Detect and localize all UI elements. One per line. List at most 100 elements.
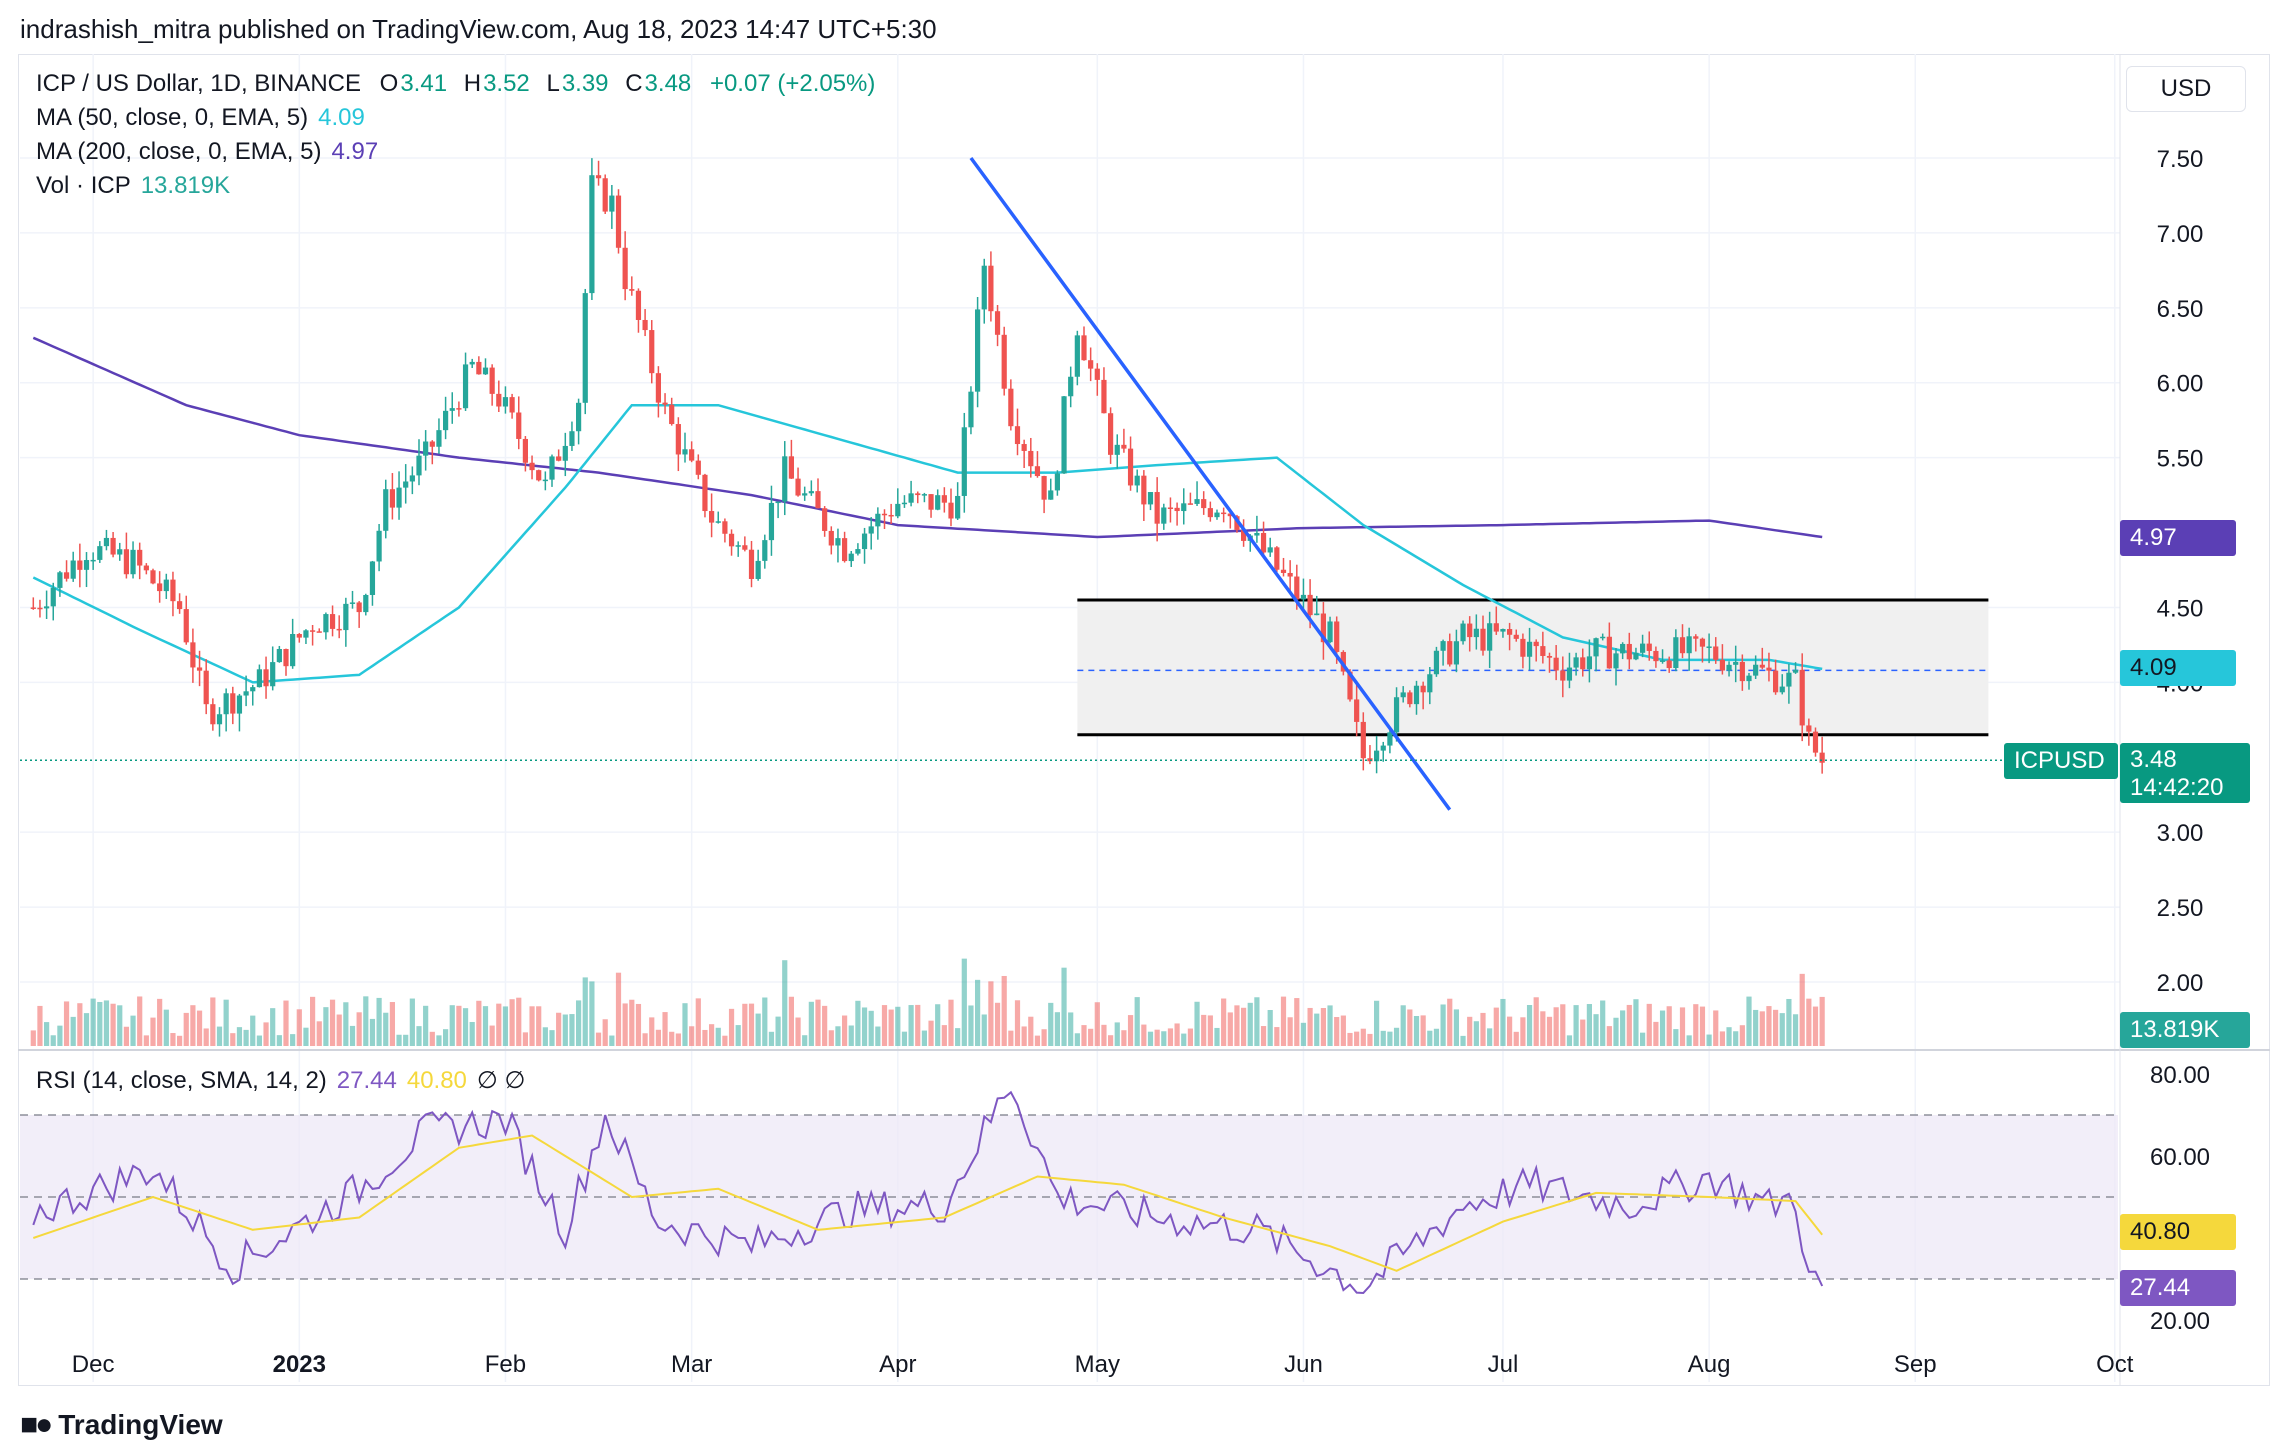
- volume-bar: [908, 1005, 914, 1046]
- volume-legend[interactable]: Vol · ICP 13.819K: [36, 172, 232, 200]
- candle-body: [1620, 643, 1626, 654]
- volume-bar: [622, 1003, 628, 1046]
- volume-value: 13.819K: [140, 172, 231, 199]
- rsi-value: 27.44: [336, 1067, 397, 1094]
- volume-bar: [1254, 997, 1260, 1046]
- volume-bar: [509, 999, 515, 1046]
- candle-body: [1513, 634, 1519, 639]
- time-tick-label: 2023: [273, 1351, 326, 1378]
- candle-body: [941, 495, 947, 503]
- ma50-legend[interactable]: MA (50, close, 0, EMA, 5) 4.09: [36, 104, 367, 132]
- candle-body: [1766, 667, 1772, 671]
- candle-body: [363, 594, 369, 613]
- ma200-legend[interactable]: MA (200, close, 0, EMA, 5) 4.97: [36, 138, 380, 166]
- volume-bar: [1812, 1006, 1819, 1046]
- candle-body: [842, 538, 848, 562]
- candle-body: [1194, 499, 1200, 504]
- time-tick-label: Oct: [2096, 1351, 2134, 1378]
- volume-bar: [1101, 1024, 1107, 1046]
- candle-body: [682, 449, 688, 455]
- rsi-line: [32, 1090, 1824, 1295]
- volume-bar: [1174, 1023, 1180, 1046]
- last-price-badge: 3.48 14:42:20: [2120, 743, 2250, 803]
- high-label: H: [463, 70, 482, 97]
- candle-body: [1108, 413, 1114, 455]
- volume-bar: [1167, 1028, 1174, 1046]
- volume-bar: [1413, 1016, 1420, 1046]
- currency-selector[interactable]: USD: [2126, 66, 2246, 112]
- candle-body: [1753, 664, 1759, 676]
- rsi-label: RSI (14, close, SMA, 14, 2): [36, 1067, 327, 1094]
- candle-body: [349, 602, 356, 604]
- volume-bar: [150, 1017, 156, 1046]
- candle-body: [1221, 512, 1227, 515]
- volume-bar: [609, 1035, 615, 1046]
- candle-body: [921, 494, 927, 496]
- candle-body: [70, 560, 76, 579]
- candle-body: [436, 430, 442, 447]
- candle-body: [1367, 758, 1373, 762]
- volume-bar: [476, 1000, 482, 1046]
- volume-bar: [396, 1034, 402, 1046]
- candle-body: [1021, 444, 1027, 451]
- candle-body: [1739, 661, 1745, 682]
- volume-bar: [516, 997, 522, 1046]
- candle-body: [1493, 623, 1499, 632]
- candle-body: [662, 402, 668, 405]
- time-tick-label: Feb: [485, 1351, 526, 1378]
- volume-bar: [775, 1016, 781, 1046]
- rsi-legend[interactable]: RSI (14, close, SMA, 14, 2) 27.44 40.80 ∅ ∅: [36, 1066, 527, 1095]
- volume-bar: [542, 1027, 548, 1046]
- candle-body: [855, 549, 861, 554]
- time-tick-label: Sep: [1894, 1351, 1937, 1378]
- volume-bar: [1746, 996, 1752, 1046]
- candle-body: [1673, 637, 1679, 669]
- candle-body: [443, 410, 449, 431]
- candle-body: [77, 560, 83, 570]
- volume-bar: [1048, 1002, 1054, 1046]
- candle-body: [403, 481, 409, 488]
- volume-bar: [1320, 1008, 1326, 1046]
- volume-bar: [1227, 1012, 1233, 1046]
- candle-body: [1586, 656, 1592, 670]
- rsi-band: [20, 1115, 2118, 1279]
- volume-bar: [1773, 1009, 1779, 1046]
- volume-bar: [97, 1001, 103, 1046]
- candle-body: [1666, 660, 1672, 669]
- candle-body: [1127, 448, 1134, 486]
- candle-body: [1234, 516, 1240, 530]
- volume-bar: [1008, 1030, 1014, 1046]
- candle-body: [1214, 512, 1220, 518]
- tradingview-logo[interactable]: ■● TradingView: [20, 1408, 223, 1442]
- volume-bar: [1560, 1004, 1566, 1046]
- candle-body: [356, 602, 362, 613]
- rsi-ma-badge: 40.80: [2120, 1214, 2236, 1250]
- volume-bar: [522, 1032, 528, 1046]
- volume-bar: [1340, 1015, 1346, 1046]
- candle-body: [1480, 628, 1486, 651]
- candle-body: [1340, 651, 1346, 672]
- candle-body: [748, 549, 755, 579]
- candle-body: [1659, 660, 1666, 662]
- candle-body: [1540, 646, 1546, 656]
- candle-body: [1593, 638, 1599, 657]
- volume-bar: [1314, 1013, 1320, 1046]
- candle-body: [755, 560, 761, 579]
- candle-body: [216, 714, 223, 725]
- volume-bar: [1387, 1031, 1393, 1046]
- candle-body: [117, 549, 123, 555]
- candle-body: [669, 404, 675, 425]
- candle-body: [423, 441, 429, 456]
- candle-body: [928, 494, 934, 510]
- volume-bar: [728, 1008, 735, 1046]
- candle-body: [429, 441, 435, 447]
- tradingview-logo-icon: ■●: [20, 1408, 53, 1441]
- candle-body: [988, 265, 994, 312]
- candle-body: [888, 514, 894, 517]
- candle-body: [163, 579, 169, 592]
- volume-bar: [1507, 1016, 1513, 1046]
- ma50-price-badge: 4.09: [2120, 650, 2236, 686]
- volume-bar: [110, 1003, 116, 1046]
- candle-body: [629, 289, 635, 291]
